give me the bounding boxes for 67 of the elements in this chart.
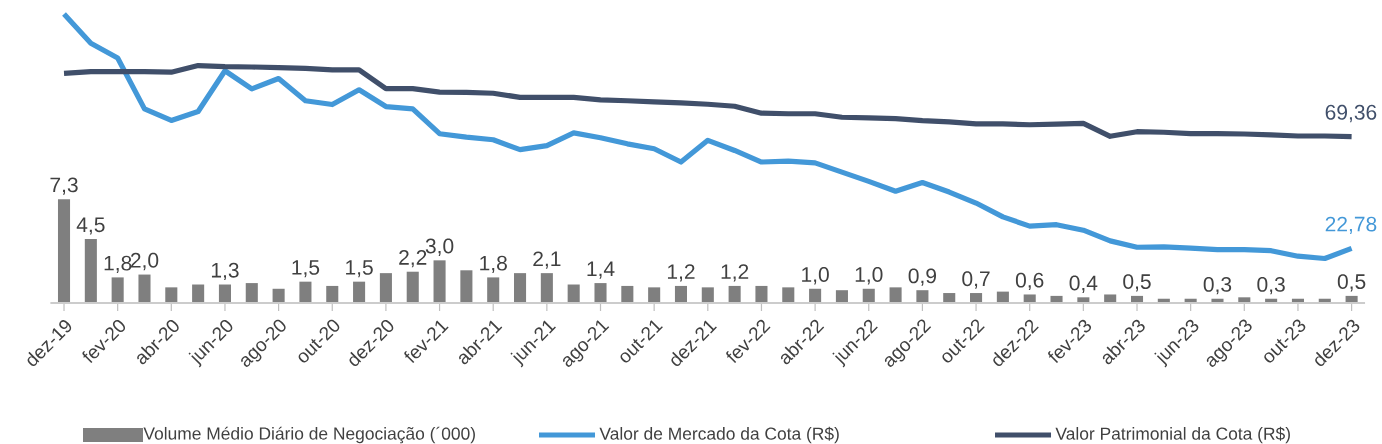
bar [594, 283, 607, 303]
bar [674, 285, 688, 303]
data-label: 2,1 [533, 251, 561, 269]
bar [192, 284, 205, 303]
bar [165, 287, 178, 303]
bar [755, 285, 768, 303]
bar [970, 293, 983, 303]
bar [862, 288, 875, 303]
bar [433, 260, 446, 303]
data-label: 1,8 [480, 255, 507, 273]
data-label: 0,3 [1203, 276, 1232, 295]
data-label: 0,5 [1123, 274, 1151, 292]
data-label: 7,3 [50, 177, 78, 195]
bar [111, 277, 124, 303]
data-label: 0,3 [1257, 276, 1285, 295]
bar [701, 287, 714, 303]
data-label: 0,7 [962, 271, 990, 289]
data-label: 1,0 [855, 267, 883, 285]
annotation: 22,78 [1325, 216, 1377, 234]
bar [406, 271, 419, 303]
data-label: 2,2 [399, 249, 427, 268]
bar [272, 288, 285, 303]
bar [835, 290, 848, 303]
bar [728, 285, 741, 303]
data-label: 1,2 [667, 264, 695, 282]
bar [809, 288, 822, 303]
data-label: 0,9 [908, 268, 937, 286]
bar [540, 273, 553, 303]
bar [1023, 294, 1036, 303]
bar [916, 290, 929, 303]
bar [487, 277, 500, 303]
bar [1050, 295, 1063, 303]
bar [648, 287, 661, 303]
bar [621, 285, 634, 303]
bar [353, 281, 366, 303]
bar [379, 273, 392, 303]
bar [299, 281, 312, 303]
data-label: 4,5 [76, 217, 105, 235]
bar [138, 274, 151, 303]
bar [1104, 294, 1117, 303]
bar [218, 284, 231, 303]
annotation: 69,36 [1325, 104, 1377, 123]
bar [943, 293, 956, 303]
data-label: 1,5 [292, 260, 320, 278]
bar [460, 270, 473, 303]
bar [782, 287, 795, 303]
bar [514, 273, 527, 303]
data-label: 1,0 [802, 267, 829, 285]
legend-label: Valor de Mercado da Cota (R$) [599, 426, 839, 444]
bar [57, 199, 71, 303]
legend-label: Volume Médio Diário de Negociação (´000) [143, 426, 475, 444]
legend-label: Valor Patrimonial da Cota (R$) [1055, 426, 1290, 444]
data-label: 1,5 [346, 260, 373, 278]
data-label: 1,2 [721, 264, 749, 282]
data-label: 3,0 [425, 238, 454, 256]
data-label: 0,4 [1069, 275, 1098, 293]
bar [326, 285, 339, 303]
bar [84, 239, 97, 303]
data-label: 1,4 [587, 261, 615, 279]
bar [245, 283, 258, 303]
bar [889, 287, 902, 303]
data-label: 0,5 [1337, 274, 1366, 292]
data-label: 1,8 [104, 255, 132, 273]
data-label: 2,0 [130, 252, 159, 271]
data-label: 1,3 [211, 262, 239, 281]
data-label: 0,6 [1015, 272, 1044, 291]
bar [567, 284, 580, 303]
